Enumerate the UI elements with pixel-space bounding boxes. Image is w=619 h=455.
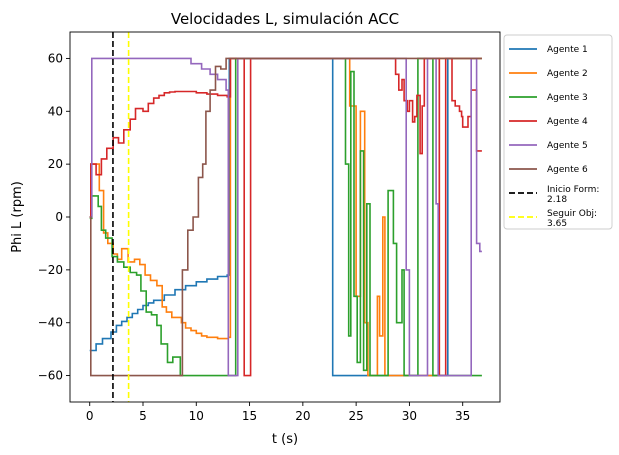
legend-label-seguir-obj: Seguir Obj: 3.65: [547, 209, 597, 229]
y-tick-label: −20: [38, 263, 63, 277]
y-tick-label: 60: [48, 51, 63, 65]
legend-label-agente-1: Agente 1: [547, 45, 588, 55]
legend-label-agente-3: Agente 3: [547, 93, 588, 103]
y-tick-label: 20: [48, 157, 63, 171]
y-tick-label: 0: [55, 210, 63, 224]
y-tick-label: 40: [48, 104, 63, 118]
plot-area: [69, 31, 501, 403]
x-axis: 0 5 10 15 20 25 30 35: [86, 402, 470, 423]
x-tick-label: 30: [402, 409, 417, 423]
y-axis: −60 −40 −20 0 20 40 60: [38, 51, 70, 383]
x-tick-label: 35: [455, 409, 470, 423]
legend-label-agente-6: Agente 6: [547, 165, 588, 175]
x-tick-label: 20: [295, 409, 310, 423]
x-tick-label: 15: [242, 409, 257, 423]
series-line-agente-4: [89, 57, 482, 377]
chart-title: Velocidades L, simulación ACC: [171, 10, 399, 28]
legend-label-agente-4: Agente 4: [547, 117, 588, 127]
legend-label-inicio-form: Inicio Form: 2.18: [547, 185, 599, 205]
legend-label-agente-5: Agente 5: [547, 141, 588, 151]
x-tick-label: 10: [189, 409, 204, 423]
x-tick-label: 0: [86, 409, 94, 423]
x-axis-label: t (s): [272, 432, 298, 447]
series-group: [89, 32, 482, 402]
series-line-agente-6: [89, 57, 482, 377]
y-tick-label: −60: [38, 369, 63, 383]
x-tick-label: 5: [139, 409, 147, 423]
legend-label-agente-2: Agente 2: [547, 69, 588, 79]
y-tick-label: −40: [38, 316, 63, 330]
legend: Agente 1 Agente 2 Agente 3 Agente 4 Agente 5…: [503, 34, 613, 230]
legend-box: [503, 34, 613, 230]
x-tick-label: 25: [348, 409, 363, 423]
y-axis-label: Phi L (rpm): [10, 181, 25, 253]
